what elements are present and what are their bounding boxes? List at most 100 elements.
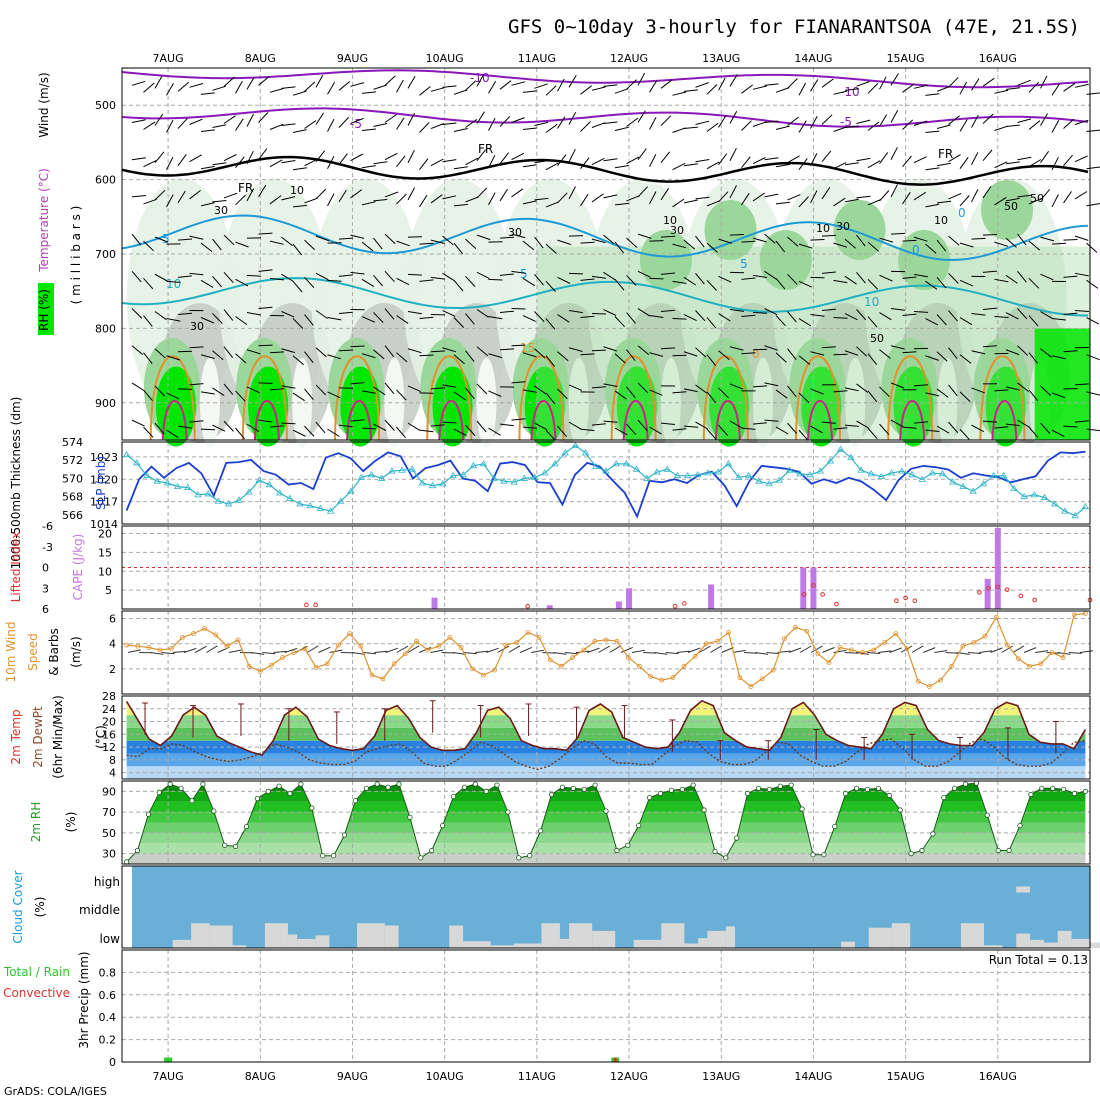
wind-speed-point	[369, 672, 375, 678]
wind-barb	[752, 237, 767, 243]
wind-barb	[154, 311, 167, 321]
wind-speed-point	[1060, 655, 1066, 660]
li-point	[834, 601, 839, 607]
wind-barb	[476, 73, 485, 87]
thickness-marker	[388, 467, 396, 474]
wind-barb	[430, 350, 446, 353]
wind-barb	[948, 347, 958, 360]
wind-barb	[718, 424, 729, 437]
wind-barb	[269, 123, 284, 130]
wind-barb	[764, 308, 778, 316]
wind-speed-point	[447, 635, 453, 640]
x-tick-label-top: 11AUG	[518, 52, 556, 65]
wind-barb	[166, 194, 174, 208]
wind-barb	[131, 308, 143, 319]
wind-barb	[1051, 429, 1065, 438]
wind-barb	[741, 427, 756, 430]
wind-barb	[350, 153, 364, 162]
cloud-low-block	[541, 923, 560, 948]
wind-speed-point	[1005, 642, 1010, 648]
wind-barb	[177, 190, 186, 204]
precip-y-tick: 0.4	[99, 1011, 117, 1024]
wind-barb	[281, 385, 296, 389]
wind-barb	[890, 147, 898, 160]
wind-barb	[258, 232, 273, 235]
cloud-low-block	[891, 923, 911, 948]
rh-point	[298, 781, 304, 787]
wind-barb	[281, 86, 296, 89]
wind-barb	[212, 85, 227, 91]
li-point	[682, 601, 687, 606]
wind-barb	[1040, 348, 1052, 358]
wind-barb	[534, 273, 544, 286]
wind-barb	[890, 345, 905, 350]
wind-barb	[695, 384, 708, 394]
rh-point	[886, 792, 892, 799]
li-point	[1032, 597, 1037, 603]
wind-barb	[430, 123, 445, 129]
wind-barb	[281, 160, 296, 164]
wind-barb	[361, 353, 376, 359]
rh-point	[908, 850, 914, 857]
wind-barb	[522, 426, 538, 429]
isotherm-5	[121, 214, 1089, 261]
rh-point	[472, 781, 478, 787]
rh-point	[505, 809, 511, 815]
cloud-low-block	[287, 934, 298, 948]
rh-point	[592, 782, 598, 788]
wind-barb	[361, 278, 375, 288]
rh-point	[178, 785, 184, 791]
wind-barb	[1040, 273, 1054, 281]
wind-barb	[971, 350, 986, 355]
wind-barb	[925, 130, 940, 134]
rh-blob-upper	[639, 230, 692, 290]
rh-contour-label: 10	[663, 214, 677, 227]
wind10m-frame	[121, 610, 1091, 695]
temp-y-tick: 8	[109, 754, 116, 767]
wind-barb	[913, 156, 927, 164]
thickness-marker	[133, 459, 141, 466]
wind-barb	[488, 192, 496, 206]
wind-speed-point	[191, 631, 196, 636]
wind-barb	[200, 279, 214, 288]
wind-speed-point	[848, 647, 854, 653]
wind-barb	[787, 385, 797, 398]
cloud-level-middle: middle	[79, 903, 120, 917]
wind-barb	[913, 421, 928, 424]
wind-barb	[1074, 310, 1090, 312]
wind-barb	[649, 191, 657, 205]
wind-barb	[488, 427, 501, 436]
rh-band-bright	[432, 366, 473, 447]
li-point	[1004, 587, 1010, 592]
wind-barb	[235, 278, 249, 287]
wind-barb	[913, 273, 928, 278]
wind-barb	[729, 309, 744, 312]
wind-barb	[1086, 428, 1100, 432]
cloud-low-block	[1016, 933, 1031, 948]
isotherm-20	[161, 399, 188, 441]
wind-barb	[798, 243, 813, 249]
wind-barb	[890, 419, 904, 428]
wind-barb	[396, 155, 406, 168]
cloud-low-block	[264, 923, 288, 948]
wind-barb	[292, 167, 307, 171]
wind-barb	[361, 241, 374, 252]
li-point	[525, 603, 530, 609]
wind-barb	[603, 383, 618, 387]
upper-air-y-tick: 900	[95, 397, 116, 410]
cloud-low-block	[1043, 942, 1058, 948]
wind-barb	[315, 347, 327, 358]
wind-barb	[177, 312, 192, 316]
x-tick-label-bottom: 10AUG	[426, 1070, 464, 1083]
wind-barb	[269, 195, 282, 205]
rh-point	[984, 812, 990, 818]
li-point	[811, 583, 816, 588]
wind-barb	[419, 429, 434, 433]
wind-barb	[660, 115, 672, 126]
wind-speed-point	[882, 640, 888, 645]
wind-speed-point	[971, 640, 977, 645]
cloud-low-block	[841, 941, 855, 948]
wind-speed-point	[469, 666, 475, 672]
rh-point	[527, 853, 533, 859]
wind-barb	[810, 153, 818, 166]
